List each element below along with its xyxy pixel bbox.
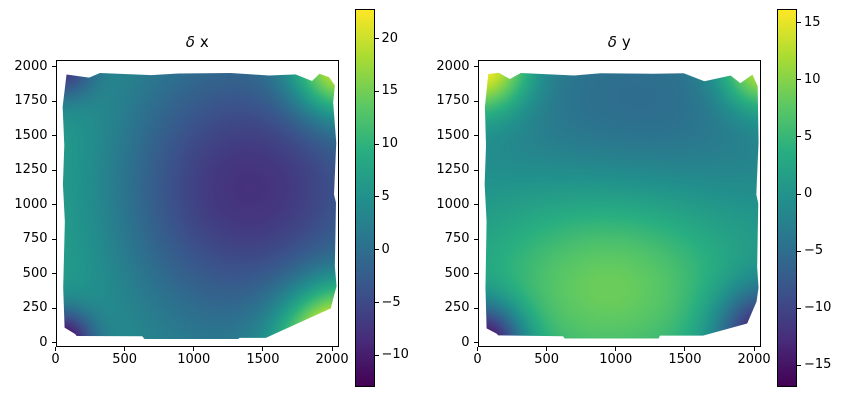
- colorbar-tick-mark: [797, 22, 801, 24]
- colorbar-tick-label: 5: [381, 188, 390, 204]
- heatmap-canvas-delta-y: [477, 60, 761, 347]
- colorbar-tick-label: −10: [381, 347, 409, 363]
- colorbar-tick-label: 10: [381, 136, 399, 152]
- colorbar-tick-label: −5: [381, 294, 401, 310]
- x-tick-label: 0: [473, 352, 482, 367]
- colorbar-tick-label: 5: [804, 128, 813, 144]
- x-tick-label: 0: [51, 352, 60, 367]
- colorbar-delta-x: [354, 9, 375, 387]
- delta-symbol: δ: [607, 33, 617, 51]
- x-tick-label: 1500: [246, 352, 280, 367]
- y-tick-mark: [51, 169, 56, 171]
- y-tick-label: 750: [22, 231, 48, 247]
- y-tick-mark: [473, 135, 478, 137]
- colorbar-tick-mark: [374, 143, 379, 145]
- y-tick-label: 1500: [436, 127, 470, 143]
- colorbar-tick-mark: [374, 196, 379, 198]
- x-tick-label: 500: [534, 352, 560, 367]
- x-tick-label: 1500: [668, 352, 702, 367]
- colorbar-tick-label: 15: [381, 83, 399, 99]
- x-tick-mark: [331, 347, 333, 351]
- y-tick-mark: [51, 204, 56, 206]
- colorbar-tick-mark: [797, 307, 801, 309]
- y-tick-label: 1500: [14, 127, 48, 143]
- y-tick-label: 250: [444, 300, 470, 316]
- x-tick-mark: [684, 347, 686, 351]
- colorbar-tick-label: 15: [804, 14, 821, 30]
- colorbar-tick-mark: [797, 250, 801, 252]
- y-tick-mark: [473, 66, 478, 68]
- y-tick-mark: [473, 169, 478, 171]
- colorbar-tick-mark: [374, 38, 379, 40]
- colorbar-tick-mark: [797, 364, 801, 366]
- y-tick-label: 1250: [436, 162, 470, 178]
- y-tick-label: 1750: [436, 93, 470, 109]
- colorbar-tick-mark: [797, 193, 801, 195]
- x-tick-mark: [615, 347, 617, 351]
- delta-symbol: δ: [185, 33, 195, 51]
- y-tick-label: 750: [444, 231, 470, 247]
- y-tick-mark: [473, 238, 478, 240]
- y-tick-mark: [51, 66, 56, 68]
- colorbar-tick-label: 20: [381, 30, 399, 46]
- x-tick-label: 2000: [315, 352, 349, 367]
- colorbar-tick-label: −10: [804, 300, 832, 316]
- x-tick-mark: [55, 347, 56, 351]
- x-tick-label: 2000: [737, 352, 771, 367]
- colorbar-tick-mark: [374, 354, 379, 356]
- y-tick-mark: [51, 135, 56, 137]
- y-tick-mark: [473, 307, 478, 309]
- colorbar-tick-label: −5: [804, 243, 824, 259]
- y-tick-label: 500: [444, 265, 470, 281]
- colorbar-tick-mark: [374, 249, 379, 251]
- y-tick-label: 250: [22, 300, 48, 316]
- y-tick-label: 1000: [14, 196, 48, 212]
- colorbar-tick-mark: [374, 90, 379, 92]
- colorbar-tick-label: 0: [804, 186, 813, 201]
- y-tick-mark: [51, 273, 56, 275]
- colorbar-delta-y: [777, 9, 797, 387]
- y-tick-label: 2000: [14, 58, 48, 74]
- y-tick-mark: [51, 307, 56, 309]
- y-tick-label: 500: [22, 265, 48, 281]
- colorbar-tick-mark: [797, 136, 801, 138]
- y-tick-mark: [473, 204, 478, 206]
- y-tick-label: 1000: [436, 196, 470, 212]
- y-tick-mark: [51, 238, 56, 240]
- x-tick-mark: [546, 347, 548, 351]
- y-tick-mark: [51, 100, 56, 102]
- colorbar-tick-mark: [797, 79, 801, 81]
- x-tick-mark: [753, 347, 755, 351]
- colorbar-tick-mark: [374, 302, 379, 304]
- x-tick-label: 500: [112, 352, 138, 367]
- y-tick-mark: [473, 273, 478, 275]
- y-tick-mark: [51, 342, 56, 344]
- title-variable: y: [621, 33, 631, 51]
- colorbar-tick-label: 10: [804, 71, 821, 87]
- x-tick-label: 1000: [599, 352, 633, 367]
- y-tick-label: 2000: [436, 58, 470, 74]
- x-tick-label: 1000: [177, 352, 211, 367]
- y-tick-mark: [473, 100, 478, 102]
- x-tick-mark: [193, 347, 195, 351]
- x-tick-mark: [262, 347, 264, 351]
- y-tick-label: 0: [461, 334, 470, 350]
- colorbar-tick-label: 0: [381, 241, 390, 257]
- y-tick-mark: [473, 342, 478, 344]
- colorbar-tick-label: −15: [804, 357, 832, 373]
- x-tick-mark: [124, 347, 126, 351]
- x-tick-mark: [477, 347, 478, 351]
- heatmap-canvas-delta-x: [55, 60, 339, 347]
- y-tick-label: 0: [39, 334, 48, 350]
- y-tick-label: 1750: [14, 93, 48, 109]
- title-variable: x: [199, 33, 209, 51]
- y-tick-label: 1250: [14, 162, 48, 178]
